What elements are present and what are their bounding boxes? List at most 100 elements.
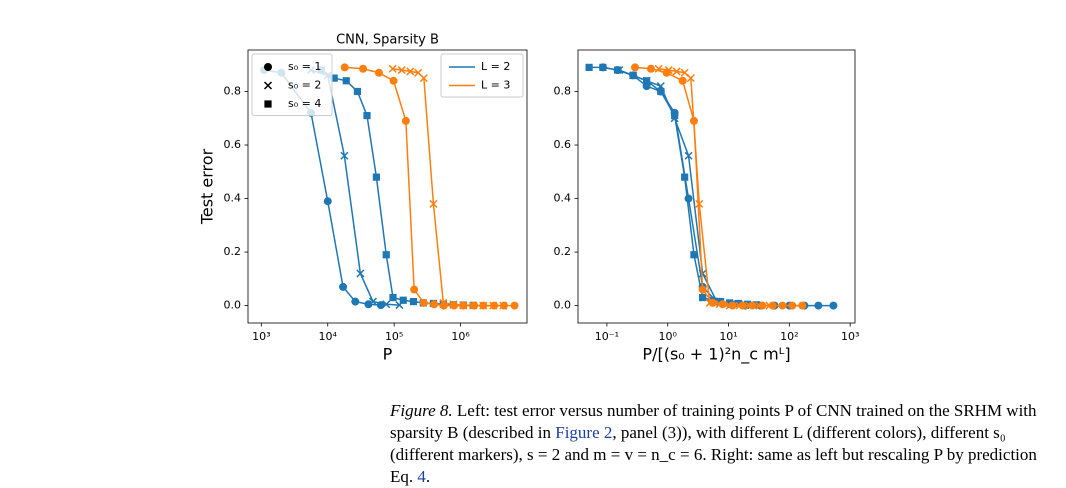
data-point: [372, 173, 380, 181]
y-tick-label: 0.4: [224, 192, 242, 205]
data-point: [684, 194, 693, 203]
y-axis-label: Test error: [198, 148, 217, 225]
x-axis-label: P: [383, 345, 393, 364]
data-point: [654, 64, 663, 73]
data-point: [459, 301, 468, 310]
x-tick-label: 10⁻¹: [595, 330, 619, 343]
data-point: [439, 298, 448, 307]
data-point: [686, 74, 695, 83]
data-point: [399, 296, 407, 304]
y-tick-label: 0.8: [554, 84, 572, 97]
data-point: [695, 199, 704, 208]
data-point: [829, 301, 838, 310]
y-tick-label: 0.2: [224, 245, 242, 258]
data-point: [382, 251, 390, 259]
data-point: [765, 301, 774, 310]
series-line: [602, 66, 834, 307]
data-point: [681, 173, 689, 181]
legend-label: L = 3: [481, 79, 510, 92]
data-point: [406, 67, 415, 76]
data-point: [672, 67, 681, 76]
data-point: [364, 300, 373, 309]
data-point: [778, 301, 787, 310]
data-point: [359, 64, 368, 73]
data-point: [323, 197, 332, 206]
data-point: [657, 87, 665, 96]
data-point: [705, 298, 714, 307]
data-point: [389, 293, 397, 302]
y-tick-label: 0.0: [224, 299, 242, 312]
data-point: [752, 301, 760, 309]
data-point: [356, 269, 365, 278]
series-line: [658, 67, 770, 307]
caption-link[interactable]: Figure 2: [555, 423, 613, 442]
data-point: [499, 301, 508, 310]
y-tick-label: 0.4: [554, 192, 572, 205]
legend-label: L = 2: [481, 60, 510, 73]
y-tick-label: 0.0: [554, 299, 572, 312]
data-point: [353, 87, 362, 96]
data-point: [340, 151, 349, 160]
legend-label: s₀ = 4: [288, 97, 321, 110]
data-point: [613, 66, 622, 74]
x-tick-label: 10⁶: [451, 330, 470, 343]
x-tick-label: 10³: [841, 330, 859, 343]
caption-label: Figure 8.: [390, 401, 453, 420]
data-point: [585, 63, 593, 71]
y-tick-label: 0.8: [224, 84, 242, 97]
caption-link[interactable]: 4: [417, 467, 426, 486]
x-tick-label: 10³: [252, 330, 270, 343]
x-tick-label: 10⁰: [659, 330, 678, 343]
y-tick-label: 0.2: [554, 245, 572, 258]
data-point: [646, 64, 655, 73]
data-point: [489, 301, 498, 310]
legend-marker: [264, 100, 272, 108]
data-point: [374, 68, 383, 77]
legend-label: s₀ = 2: [288, 79, 321, 92]
caption-text: Left: test error versus number of traini…: [390, 401, 1037, 442]
data-point: [643, 77, 651, 85]
plot-frame: [577, 49, 856, 324]
data-point: [419, 74, 428, 83]
data-point: [671, 111, 679, 120]
data-point: [340, 63, 349, 72]
data-point: [429, 199, 438, 208]
data-point: [735, 301, 744, 310]
legend-marker: [264, 63, 272, 71]
data-point: [798, 301, 807, 310]
data-point: [419, 298, 428, 307]
legend-label: s₀ = 1: [288, 60, 321, 73]
x-axis-label: P/[(s₀ + 1)²n_c mᴸ]: [642, 345, 790, 365]
data-point: [734, 299, 743, 308]
x-tick-label: 10²: [780, 330, 798, 343]
data-point: [814, 301, 823, 310]
data-point: [745, 301, 754, 310]
figure: 0.0 0.2 0.4 0.6 0.8 10³ 10⁴ 10⁵ 10⁶ CNN, Sparsity…: [198, 33, 860, 365]
data-point: [631, 63, 640, 72]
data-point: [684, 151, 693, 160]
data-point: [430, 300, 439, 309]
data-point: [342, 77, 350, 85]
caption-text: .: [425, 467, 431, 486]
data-point: [330, 74, 338, 82]
data-point: [410, 285, 419, 294]
chart-title: CNN, Sparsity B: [336, 33, 439, 48]
series-line: [634, 66, 803, 307]
caption: Figure 8. Left: test error versus number…: [390, 400, 1055, 488]
data-point: [397, 66, 406, 75]
data-point: [351, 297, 360, 306]
data-point: [479, 301, 488, 310]
series-line: [344, 66, 515, 307]
data-point: [664, 66, 673, 75]
data-point: [698, 269, 707, 278]
data-point: [599, 63, 607, 71]
data-point: [363, 111, 371, 120]
data-point: [510, 301, 519, 310]
series-line: [589, 66, 757, 306]
data-point: [401, 116, 410, 125]
data-point: [788, 301, 797, 310]
data-point: [699, 293, 707, 302]
data-point: [469, 301, 478, 310]
data-point: [368, 297, 378, 306]
